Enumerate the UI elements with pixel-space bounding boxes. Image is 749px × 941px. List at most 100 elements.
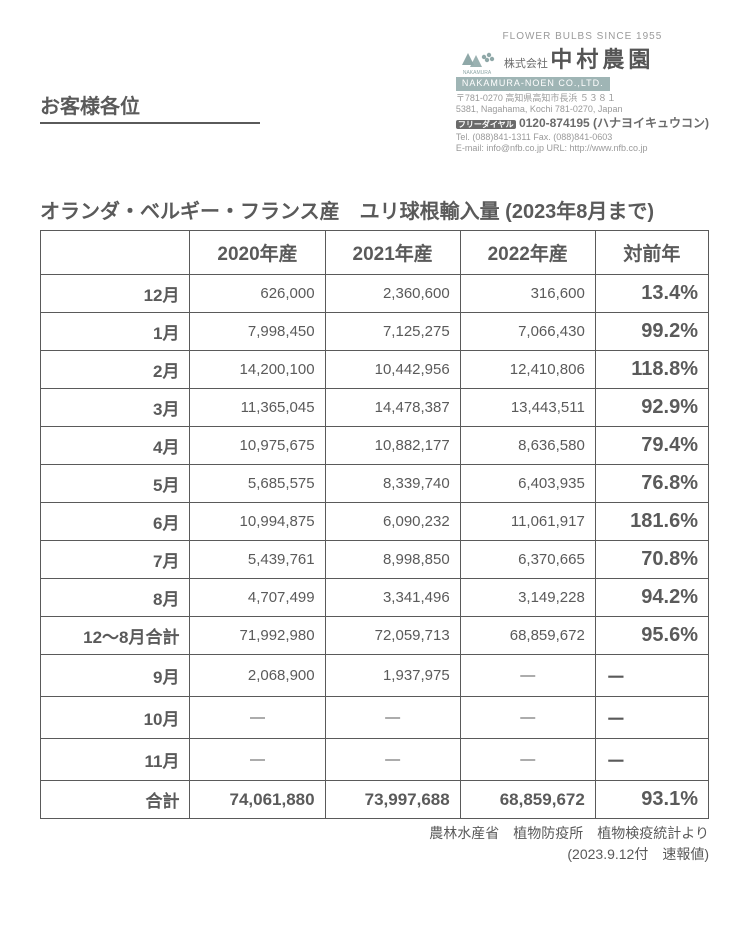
cell-c2: 10,882,177 (325, 427, 460, 465)
row-label: 12月 (41, 275, 190, 313)
col-2022: 2022年産 (460, 231, 595, 275)
cell-yoy: 93.1% (595, 781, 708, 819)
table-header-row: 2020年産 2021年産 2022年産 対前年 (41, 231, 709, 275)
table-row: 6月10,994,8756,090,23211,061,917181.6% (41, 503, 709, 541)
cell-c3: 12,410,806 (460, 351, 595, 389)
table-row: 8月4,707,4993,341,4963,149,22894.2% (41, 579, 709, 617)
cell-c3: 7,066,430 (460, 313, 595, 351)
cell-c3: 11,061,917 (460, 503, 595, 541)
cell-c2: 72,059,713 (325, 617, 460, 655)
company-since: FLOWER BULBS SINCE 1955 (456, 30, 709, 43)
company-logo-icon: NAKAMURA (456, 45, 498, 75)
cell-c1: 7,998,450 (190, 313, 325, 351)
cell-c2: 6,090,232 (325, 503, 460, 541)
table-row: 2月14,200,10010,442,95612,410,806118.8% (41, 351, 709, 389)
table-row: 11月―――－ (41, 739, 709, 781)
cell-c2: 8,339,740 (325, 465, 460, 503)
row-label: 8月 (41, 579, 190, 617)
cell-c1: 10,994,875 (190, 503, 325, 541)
header: お客様各位 FLOWER BULBS SINCE 1955 NAKAMURA 株… (40, 30, 709, 155)
cell-yoy: 92.9% (595, 389, 708, 427)
cell-yoy: 70.8% (595, 541, 708, 579)
table-row: 1月7,998,4507,125,2757,066,43099.2% (41, 313, 709, 351)
row-label: 12～8月合計 (41, 617, 190, 655)
col-2021: 2021年産 (325, 231, 460, 275)
cell-c1: 11,365,045 (190, 389, 325, 427)
import-table: 2020年産 2021年産 2022年産 対前年 12月626,0002,360… (40, 230, 709, 819)
cell-yoy: 94.2% (595, 579, 708, 617)
cell-c3: 3,149,228 (460, 579, 595, 617)
cell-yoy: 79.4% (595, 427, 708, 465)
row-label: 7月 (41, 541, 190, 579)
col-empty (41, 231, 190, 275)
table-row: 9月2,068,9001,937,975―－ (41, 655, 709, 697)
row-label: 11月 (41, 739, 190, 781)
cell-c3: 8,636,580 (460, 427, 595, 465)
row-label: 4月 (41, 427, 190, 465)
company-name-row: NAKAMURA 株式会社 中村農園 (456, 45, 709, 75)
table-row: 5月5,685,5758,339,7406,403,93576.8% (41, 465, 709, 503)
cell-c1: ― (190, 697, 325, 739)
cell-yoy: － (595, 739, 708, 781)
company-addr2: 5381, Nagahama, Kochi 781-0270, Japan (456, 104, 709, 116)
salutation-block: お客様各位 (40, 90, 260, 124)
cell-c1: 5,439,761 (190, 541, 325, 579)
company-tel-main: フリーダイヤル 0120-874195 (ハナヨイキュウコン) (456, 116, 709, 132)
cell-yoy: 181.6% (595, 503, 708, 541)
company-prefix: 株式会社 (504, 58, 548, 70)
cell-c3: 68,859,672 (460, 781, 595, 819)
company-kanji: 中村農園 (550, 47, 654, 72)
cell-yoy: － (595, 655, 708, 697)
source-line2: (2023.9.12付 速報値) (40, 844, 709, 865)
cell-c2: 7,125,275 (325, 313, 460, 351)
company-en-name: NAKAMURA-NOEN CO.,LTD. (456, 77, 610, 91)
cell-c3: 6,370,665 (460, 541, 595, 579)
cell-c1: 626,000 (190, 275, 325, 313)
col-2020: 2020年産 (190, 231, 325, 275)
table-row: 3月11,365,04514,478,38713,443,51192.9% (41, 389, 709, 427)
company-block: FLOWER BULBS SINCE 1955 NAKAMURA 株式会社 中村… (456, 30, 709, 155)
company-addr1: 〒781-0270 高知県高知市長浜 ５３８１ (456, 93, 709, 105)
row-label: 5月 (41, 465, 190, 503)
table-row: 10月―――－ (41, 697, 709, 739)
cell-c2: ― (325, 697, 460, 739)
table-row: 4月10,975,67510,882,1778,636,58079.4% (41, 427, 709, 465)
row-label: 9月 (41, 655, 190, 697)
cell-yoy: － (595, 697, 708, 739)
cell-c1: 4,707,499 (190, 579, 325, 617)
cell-c2: ― (325, 739, 460, 781)
cell-c3: ― (460, 697, 595, 739)
cell-c1: 5,685,575 (190, 465, 325, 503)
table-row: 7月5,439,7618,998,8506,370,66570.8% (41, 541, 709, 579)
cell-yoy: 95.6% (595, 617, 708, 655)
cell-c3: 13,443,511 (460, 389, 595, 427)
col-yoy: 対前年 (595, 231, 708, 275)
cell-yoy: 13.4% (595, 275, 708, 313)
table-row: 合計74,061,88073,997,68868,859,67293.1% (41, 781, 709, 819)
cell-c1: 14,200,100 (190, 351, 325, 389)
cell-c2: 3,341,496 (325, 579, 460, 617)
company-name-text: 株式会社 中村農園 (504, 46, 655, 75)
cell-c3: ― (460, 655, 595, 697)
row-label: 10月 (41, 697, 190, 739)
cell-c1: 10,975,675 (190, 427, 325, 465)
cell-c2: 8,998,850 (325, 541, 460, 579)
page-title: オランダ・ベルギー・フランス産 ユリ球根輸入量 (2023年8月まで) (40, 195, 709, 224)
source-block: 農林水産省 植物防疫所 植物検疫統計より (2023.9.12付 速報値) (40, 823, 709, 865)
cell-c1: 71,992,980 (190, 617, 325, 655)
row-label: 3月 (41, 389, 190, 427)
cell-c3: ― (460, 739, 595, 781)
cell-c1: ― (190, 739, 325, 781)
cell-yoy: 118.8% (595, 351, 708, 389)
cell-c3: 6,403,935 (460, 465, 595, 503)
table-row: 12～8月合計71,992,98072,059,71368,859,67295.… (41, 617, 709, 655)
cell-c2: 2,360,600 (325, 275, 460, 313)
cell-yoy: 99.2% (595, 313, 708, 351)
cell-c3: 316,600 (460, 275, 595, 313)
cell-c1: 2,068,900 (190, 655, 325, 697)
row-label: 1月 (41, 313, 190, 351)
salutation-text: お客様各位 (40, 90, 260, 124)
svg-text:NAKAMURA: NAKAMURA (463, 70, 492, 75)
cell-c3: 68,859,672 (460, 617, 595, 655)
row-label: 6月 (41, 503, 190, 541)
